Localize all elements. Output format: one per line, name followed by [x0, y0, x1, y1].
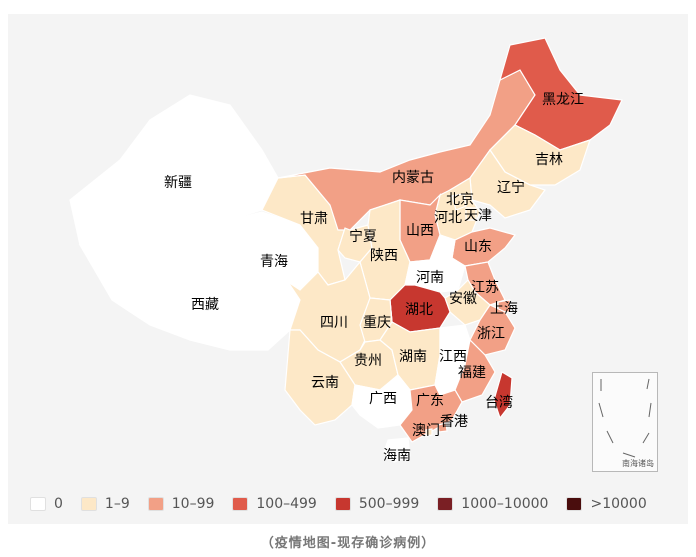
region-fujian[interactable] — [454, 338, 496, 403]
label-zhejiang: 浙江 — [477, 326, 505, 342]
map-panel: 新疆 西藏 青海 甘肃 内蒙古 黑龙江 吉林 辽宁 北京 天津 河北 山西 宁夏… — [8, 14, 688, 524]
label-gansu: 甘肃 — [300, 211, 328, 227]
region-xianggang[interactable] — [437, 422, 448, 433]
legend-item-over-10000[interactable]: >10000 — [566, 496, 647, 512]
legend-swatch — [80, 497, 97, 511]
label-liaoning: 辽宁 — [497, 180, 525, 196]
region-heilongjiang[interactable] — [499, 37, 623, 151]
china-map — [69, 37, 623, 463]
legend-swatch — [30, 497, 46, 511]
legend-swatch — [334, 497, 351, 511]
legend-label: 100–499 — [256, 496, 317, 512]
label-shandong: 山东 — [464, 239, 492, 255]
south-china-sea-inset: 南海诸岛 — [592, 372, 658, 472]
label-xianggang: 香港 — [440, 414, 468, 430]
label-ningxia: 宁夏 — [349, 229, 377, 245]
label-heilongjiang: 黑龙江 — [542, 92, 584, 108]
legend-label: 0 — [54, 496, 63, 512]
label-yunnan: 云南 — [311, 375, 339, 391]
label-guangxi: 广西 — [369, 391, 397, 407]
label-jiangsu: 江苏 — [471, 280, 499, 296]
region-tianjin[interactable] — [465, 207, 477, 221]
region-aomen[interactable] — [425, 428, 433, 437]
legend-label: 500–999 — [358, 496, 420, 512]
label-xizang: 西藏 — [191, 297, 219, 313]
south-china-sea-islands-lines — [598, 378, 652, 458]
region-guangdong[interactable] — [399, 384, 463, 443]
label-guizhou: 贵州 — [354, 353, 382, 369]
inset-label: 南海诸岛 — [622, 459, 654, 468]
label-aomen: 澳门 — [412, 423, 440, 439]
label-chongqing: 重庆 — [363, 315, 391, 331]
region-hainan[interactable] — [383, 437, 411, 463]
legend-label: 1000–10000 — [461, 496, 549, 512]
label-taiwan: 台湾 — [485, 395, 513, 411]
legend-swatch — [147, 497, 164, 511]
legend: 0 1–9 10–99 100–499 500–999 1000–10000 >… — [30, 494, 665, 514]
label-neimenggu: 内蒙古 — [392, 170, 434, 186]
legend-item-0[interactable]: 0 — [30, 496, 63, 512]
region-taiwan[interactable] — [493, 371, 513, 420]
label-anhui: 安徽 — [449, 291, 477, 307]
label-jilin: 吉林 — [535, 152, 563, 168]
label-beijing: 北京 — [446, 192, 474, 208]
legend-item-500-999[interactable]: 500–999 — [334, 496, 420, 512]
label-xinjiang: 新疆 — [164, 175, 192, 191]
legend-item-1000-10000[interactable]: 1000–10000 — [437, 496, 548, 512]
label-sichuan: 四川 — [320, 315, 348, 331]
label-shanghai: 上海 — [490, 301, 518, 317]
legend-item-100-499[interactable]: 100–499 — [232, 496, 317, 512]
label-guangdong: 广东 — [416, 393, 444, 409]
legend-label: >10000 — [590, 496, 647, 512]
label-henan: 河南 — [416, 270, 444, 286]
legend-swatch — [566, 497, 583, 511]
legend-item-10-99[interactable]: 10–99 — [147, 496, 215, 512]
map-caption: （疫情地图-现存确诊病例） — [260, 536, 436, 551]
legend-item-1-9[interactable]: 1–9 — [80, 496, 130, 512]
legend-swatch — [232, 497, 249, 511]
label-qinghai: 青海 — [260, 254, 288, 270]
label-hebei: 河北 — [434, 210, 462, 226]
label-jiangxi: 江西 — [439, 349, 467, 365]
label-shanxi: 山西 — [406, 223, 434, 239]
region-beijing[interactable] — [451, 193, 467, 211]
legend-swatch — [437, 497, 454, 511]
label-tianjin: 天津 — [464, 208, 492, 224]
label-fujian: 福建 — [458, 365, 486, 381]
label-hubei: 湖北 — [405, 302, 433, 318]
label-shaanxi: 陕西 — [370, 248, 398, 264]
legend-label: 1–9 — [104, 496, 130, 512]
label-hainan: 海南 — [383, 448, 411, 464]
legend-label: 10–99 — [171, 496, 215, 512]
label-hunan: 湖南 — [399, 349, 427, 365]
